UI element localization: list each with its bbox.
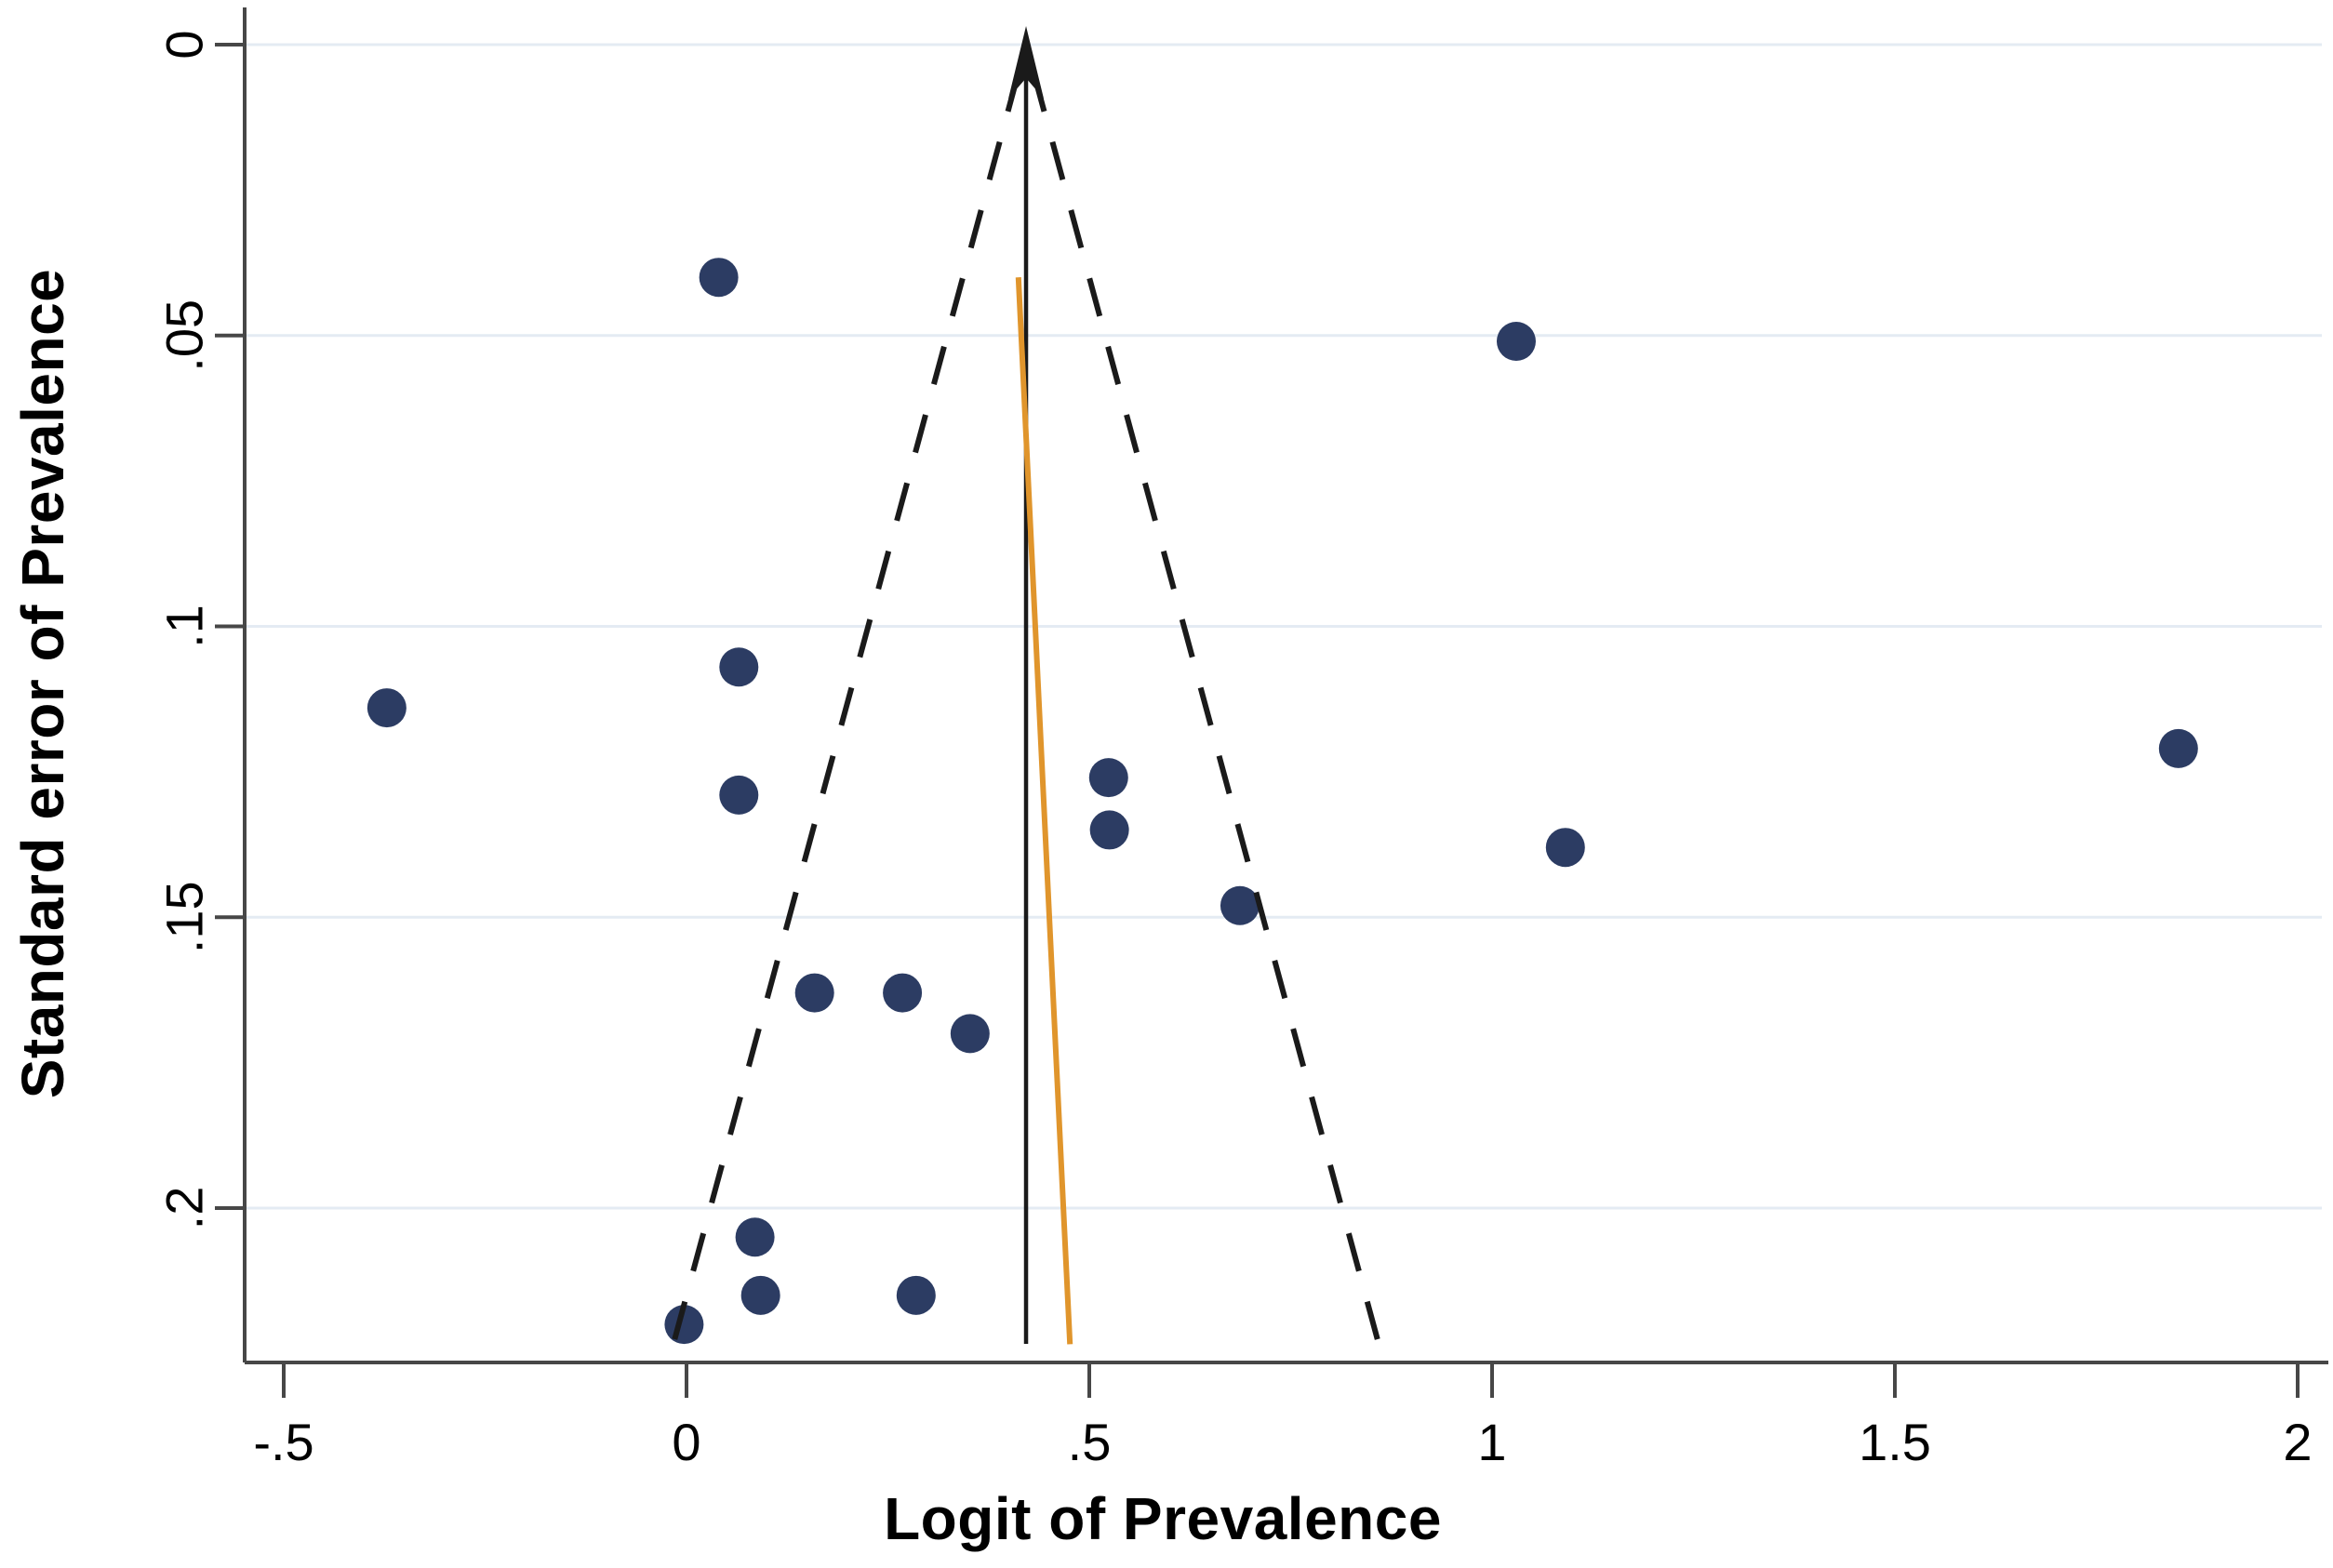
y-axis-title: Standard error of Prevalence (9, 268, 76, 1099)
x-tick-label: 0 (672, 1413, 700, 1471)
data-point (740, 1275, 780, 1315)
y-tick-label: .05 (155, 299, 214, 372)
data-point (367, 688, 407, 728)
regression-line (1015, 277, 1073, 1345)
data-point (950, 1014, 990, 1054)
data-point (1220, 885, 1260, 925)
x-tick-label: .5 (1068, 1413, 1112, 1471)
x-tick-label: 1 (1477, 1413, 1506, 1471)
data-point (735, 1217, 775, 1257)
funnel-left-dashed-line (670, 73, 1021, 1346)
data-point (719, 775, 759, 815)
data-point (1496, 322, 1536, 362)
data-point (1088, 758, 1128, 798)
data-point (719, 647, 759, 687)
data-point (794, 973, 834, 1013)
x-axis-title: Logit of Prevalence (884, 1485, 1442, 1552)
data-point (896, 1275, 936, 1315)
data-point (699, 258, 739, 298)
y-tick-label: .1 (155, 605, 214, 648)
data-point (883, 973, 923, 1013)
x-tick-label: 1.5 (1859, 1413, 1931, 1471)
y-tick-label: .15 (155, 881, 214, 953)
funnel-right-dashed-line (1031, 73, 1382, 1346)
data-point (1545, 828, 1585, 868)
y-tick-label: .2 (155, 1187, 214, 1230)
x-tick-label: -.5 (253, 1413, 313, 1471)
y-tick-label: 0 (155, 30, 214, 59)
estimate-arrowhead (1008, 26, 1045, 99)
data-point (1089, 810, 1129, 850)
x-tick-label: 2 (2283, 1413, 2312, 1471)
data-point (2158, 728, 2198, 768)
